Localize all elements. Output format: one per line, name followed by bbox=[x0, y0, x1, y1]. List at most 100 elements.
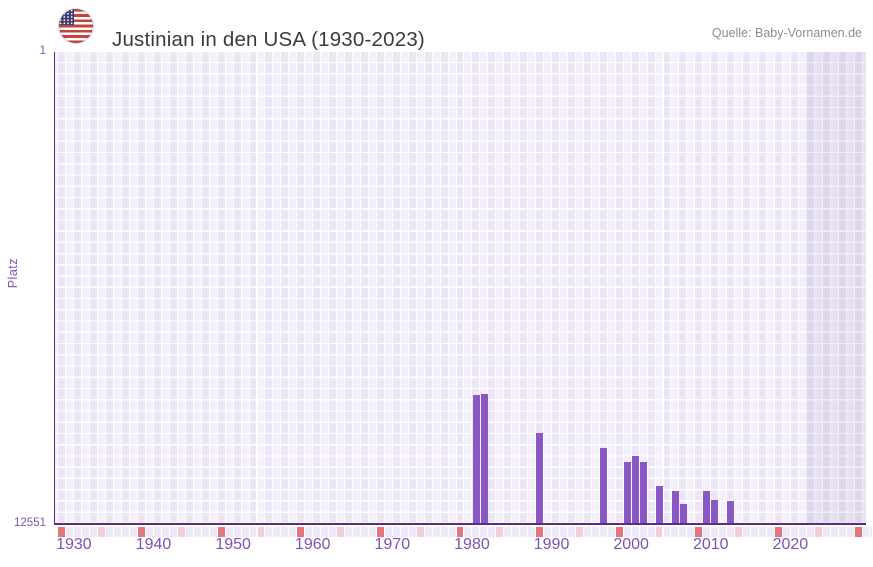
x-tick-1990: 1990 bbox=[533, 536, 570, 553]
grid-column bbox=[671, 52, 679, 524]
timeline-marker-cell bbox=[790, 527, 798, 537]
grid-column bbox=[337, 52, 345, 524]
grid-column bbox=[759, 52, 766, 524]
timeline-strip bbox=[54, 527, 872, 537]
timeline-marker-cell bbox=[520, 527, 528, 537]
x-tick-1980: 1980 bbox=[454, 536, 490, 553]
timeline-marker-cell bbox=[814, 527, 822, 537]
timeline-marker-cell bbox=[416, 527, 424, 537]
grid-column bbox=[512, 52, 520, 524]
grid-column bbox=[456, 52, 464, 524]
x-tick-1940: 1940 bbox=[135, 536, 172, 553]
timeline-marker-cell bbox=[321, 527, 329, 537]
timeline-marker-cell bbox=[751, 527, 759, 537]
timeline-marker-cell bbox=[583, 527, 591, 537]
source-label: Quelle: Baby-Vornamen.de bbox=[711, 26, 862, 40]
grid-column bbox=[623, 52, 631, 524]
plot-area bbox=[54, 52, 866, 524]
grid-column bbox=[58, 52, 66, 524]
grid-column bbox=[798, 52, 806, 524]
x-tick-1950: 1950 bbox=[215, 536, 251, 553]
grid-column bbox=[281, 52, 289, 524]
bar-2003[interactable] bbox=[655, 485, 663, 524]
timeline-marker-cell bbox=[679, 527, 687, 537]
bar-2000[interactable] bbox=[631, 455, 639, 524]
timeline-marker-cell bbox=[337, 527, 345, 537]
grid-column bbox=[329, 52, 337, 524]
grid-column bbox=[615, 52, 623, 524]
bar-2009[interactable] bbox=[703, 491, 711, 524]
grid-column bbox=[464, 52, 472, 524]
timeline-marker-cell bbox=[233, 527, 241, 537]
timeline-marker-cell bbox=[711, 527, 719, 537]
grid-column bbox=[687, 52, 695, 524]
timeline-marker-cell bbox=[392, 527, 400, 537]
timeline-marker-cell bbox=[719, 527, 727, 537]
page-title: Justinian in den USA (1930-2023) bbox=[112, 27, 425, 51]
bar-2006[interactable] bbox=[679, 503, 687, 524]
bar-2010[interactable] bbox=[711, 499, 719, 524]
grid-column bbox=[567, 52, 575, 524]
grid-column bbox=[90, 52, 98, 524]
grid-column bbox=[647, 52, 655, 524]
timeline-marker-cell bbox=[663, 527, 671, 537]
timeline-marker-cell bbox=[623, 527, 631, 537]
timeline-marker-cell bbox=[313, 527, 321, 537]
timeline-marker-cell bbox=[297, 527, 305, 537]
timeline-marker-cell bbox=[376, 527, 384, 537]
timeline-marker-cell bbox=[504, 527, 512, 537]
timeline-marker-cell bbox=[273, 527, 281, 537]
grid-column bbox=[774, 52, 782, 524]
timeline-marker-cell bbox=[870, 527, 872, 537]
timeline-marker-cell bbox=[289, 527, 297, 537]
bar-2001[interactable] bbox=[639, 461, 647, 524]
grid-column bbox=[719, 52, 727, 524]
grid-column bbox=[177, 52, 185, 524]
timeline-marker-cell bbox=[66, 527, 74, 537]
grid-column bbox=[146, 52, 153, 524]
grid-column bbox=[265, 52, 273, 524]
future-years-region bbox=[806, 52, 866, 524]
grid-column bbox=[353, 52, 360, 524]
grid-column bbox=[233, 52, 241, 524]
bar-1981[interactable] bbox=[480, 393, 488, 524]
timeline-marker-cell bbox=[830, 527, 838, 537]
timeline-marker-cell bbox=[591, 527, 599, 537]
timeline-marker-cell bbox=[727, 527, 735, 537]
timeline-marker-cell bbox=[512, 527, 520, 537]
timeline-marker-cell bbox=[448, 527, 456, 537]
bar-1988[interactable] bbox=[536, 432, 544, 524]
timeline-marker-cell bbox=[743, 527, 751, 537]
timeline-marker-cell bbox=[552, 527, 559, 537]
grid-column bbox=[695, 52, 703, 524]
timeline-marker-cell bbox=[782, 527, 790, 537]
bar-1980[interactable] bbox=[472, 394, 480, 524]
timeline-marker-cell bbox=[146, 527, 153, 537]
timeline-marker-cell bbox=[98, 527, 106, 537]
timeline-marker-cell bbox=[615, 527, 623, 537]
timeline-marker-cell bbox=[647, 527, 655, 537]
grid-column bbox=[225, 52, 233, 524]
grid-column bbox=[520, 52, 528, 524]
timeline-marker-cell bbox=[265, 527, 273, 537]
bar-2012[interactable] bbox=[727, 500, 735, 524]
timeline-marker-cell bbox=[217, 527, 225, 537]
timeline-marker-cell bbox=[154, 527, 161, 537]
timeline-marker-cell bbox=[846, 527, 854, 537]
grid-column bbox=[122, 52, 130, 524]
timeline-marker-cell bbox=[480, 527, 488, 537]
timeline-marker-cell bbox=[106, 527, 114, 537]
grid-column bbox=[249, 52, 257, 524]
timeline-marker-cell bbox=[854, 527, 862, 537]
bar-1996[interactable] bbox=[599, 447, 607, 524]
grid-column bbox=[376, 52, 384, 524]
timeline-marker-cell bbox=[345, 527, 353, 537]
timeline-marker-cell bbox=[138, 527, 146, 537]
grid-column bbox=[440, 52, 448, 524]
bar-2005[interactable] bbox=[671, 491, 679, 524]
bar-1999[interactable] bbox=[623, 461, 631, 524]
timeline-marker-cell bbox=[130, 527, 138, 537]
grid-column bbox=[360, 52, 368, 524]
timeline-marker-cell bbox=[225, 527, 233, 537]
grid-column bbox=[607, 52, 615, 524]
